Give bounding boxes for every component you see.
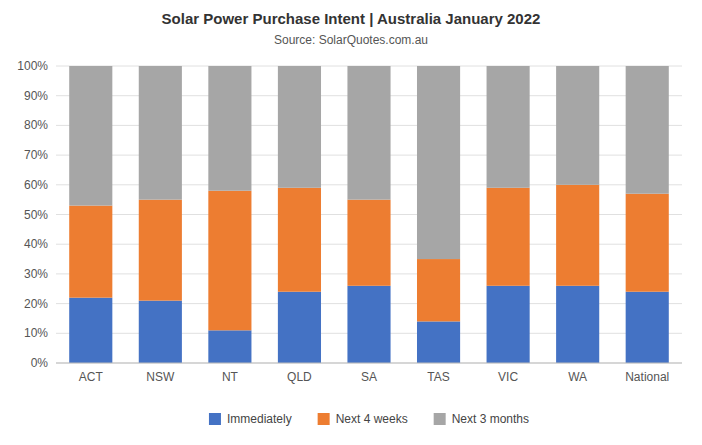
bar-segment [69, 66, 112, 206]
x-tick-label: ACT [79, 370, 104, 384]
x-tick-label: NT [222, 370, 239, 384]
x-tick-label: National [625, 370, 669, 384]
bar-segment [487, 66, 530, 188]
title: Solar Power Purchase Intent | Australia … [162, 10, 541, 27]
y-tick-label: 50% [24, 208, 48, 222]
bar-segment [626, 194, 669, 292]
x-tick-label: VIC [498, 370, 518, 384]
bar-segment [278, 188, 321, 292]
y-tick-label: 20% [24, 297, 48, 311]
bar-segment [208, 66, 251, 191]
y-tick-label: 90% [24, 89, 48, 103]
legend: Immediately Next 4 weeks Next 3 months [209, 412, 529, 426]
bar-segment [278, 292, 321, 363]
bar-segment [417, 66, 460, 259]
y-tick-label: 30% [24, 267, 48, 281]
bar-segment [487, 188, 530, 286]
legend-label: Immediately [227, 412, 292, 426]
bar-segment [626, 292, 669, 363]
bar-segment [139, 301, 182, 363]
bar-segment [347, 200, 390, 286]
x-tick-label: WA [568, 370, 587, 384]
bar-segment [139, 66, 182, 200]
grid-line [56, 363, 682, 364]
legend-item: Immediately [209, 412, 292, 426]
bar-segment [208, 191, 251, 331]
legend-item: Next 4 weeks [318, 412, 408, 426]
legend-label: Next 3 months [452, 412, 529, 426]
y-tick-label: 10% [24, 326, 48, 340]
x-tick-label: SA [361, 370, 377, 384]
legend-swatch [318, 413, 330, 425]
y-tick-label: 80% [24, 118, 48, 132]
x-axis: ACT NSW NT QLD SA TAS VIC WA National [79, 370, 669, 384]
bar-segment [69, 206, 112, 298]
chart-svg: Solar Power Purchase Intent | Australia … [0, 0, 702, 445]
bar-segment [347, 66, 390, 200]
legend-swatch [434, 413, 446, 425]
y-tick-label: 100% [17, 59, 48, 73]
x-tick-label: NSW [146, 370, 175, 384]
x-tick-label: TAS [427, 370, 449, 384]
x-tick-label: QLD [287, 370, 312, 384]
bar-segment [556, 286, 599, 363]
y-tick-label: 70% [24, 148, 48, 162]
bar-segment [208, 330, 251, 363]
bar-segment [556, 185, 599, 286]
y-axis: 0% 10% 20% 30% 40% 50% 60% 70% 80% 90% 100% [17, 59, 682, 370]
x-axis-line [56, 363, 682, 364]
bar-segment [417, 321, 460, 363]
bar-segment [626, 66, 669, 194]
bar-segment [487, 286, 530, 363]
y-tick-label: 40% [24, 237, 48, 251]
legend-item: Next 3 months [434, 412, 529, 426]
bars [69, 66, 669, 363]
legend-label: Next 4 weeks [336, 412, 408, 426]
bar-segment [556, 66, 599, 185]
legend-swatch [209, 413, 221, 425]
subtitle: Source: SolarQuotes.com.au [274, 33, 428, 47]
y-tick-label: 0% [31, 356, 49, 370]
bar-segment [69, 298, 112, 363]
bar-segment [417, 259, 460, 321]
chart-container: Solar Power Purchase Intent | Australia … [0, 0, 702, 445]
bar-segment [347, 286, 390, 363]
bar-segment [278, 66, 321, 188]
bar-segment [139, 200, 182, 301]
y-tick-label: 60% [24, 178, 48, 192]
